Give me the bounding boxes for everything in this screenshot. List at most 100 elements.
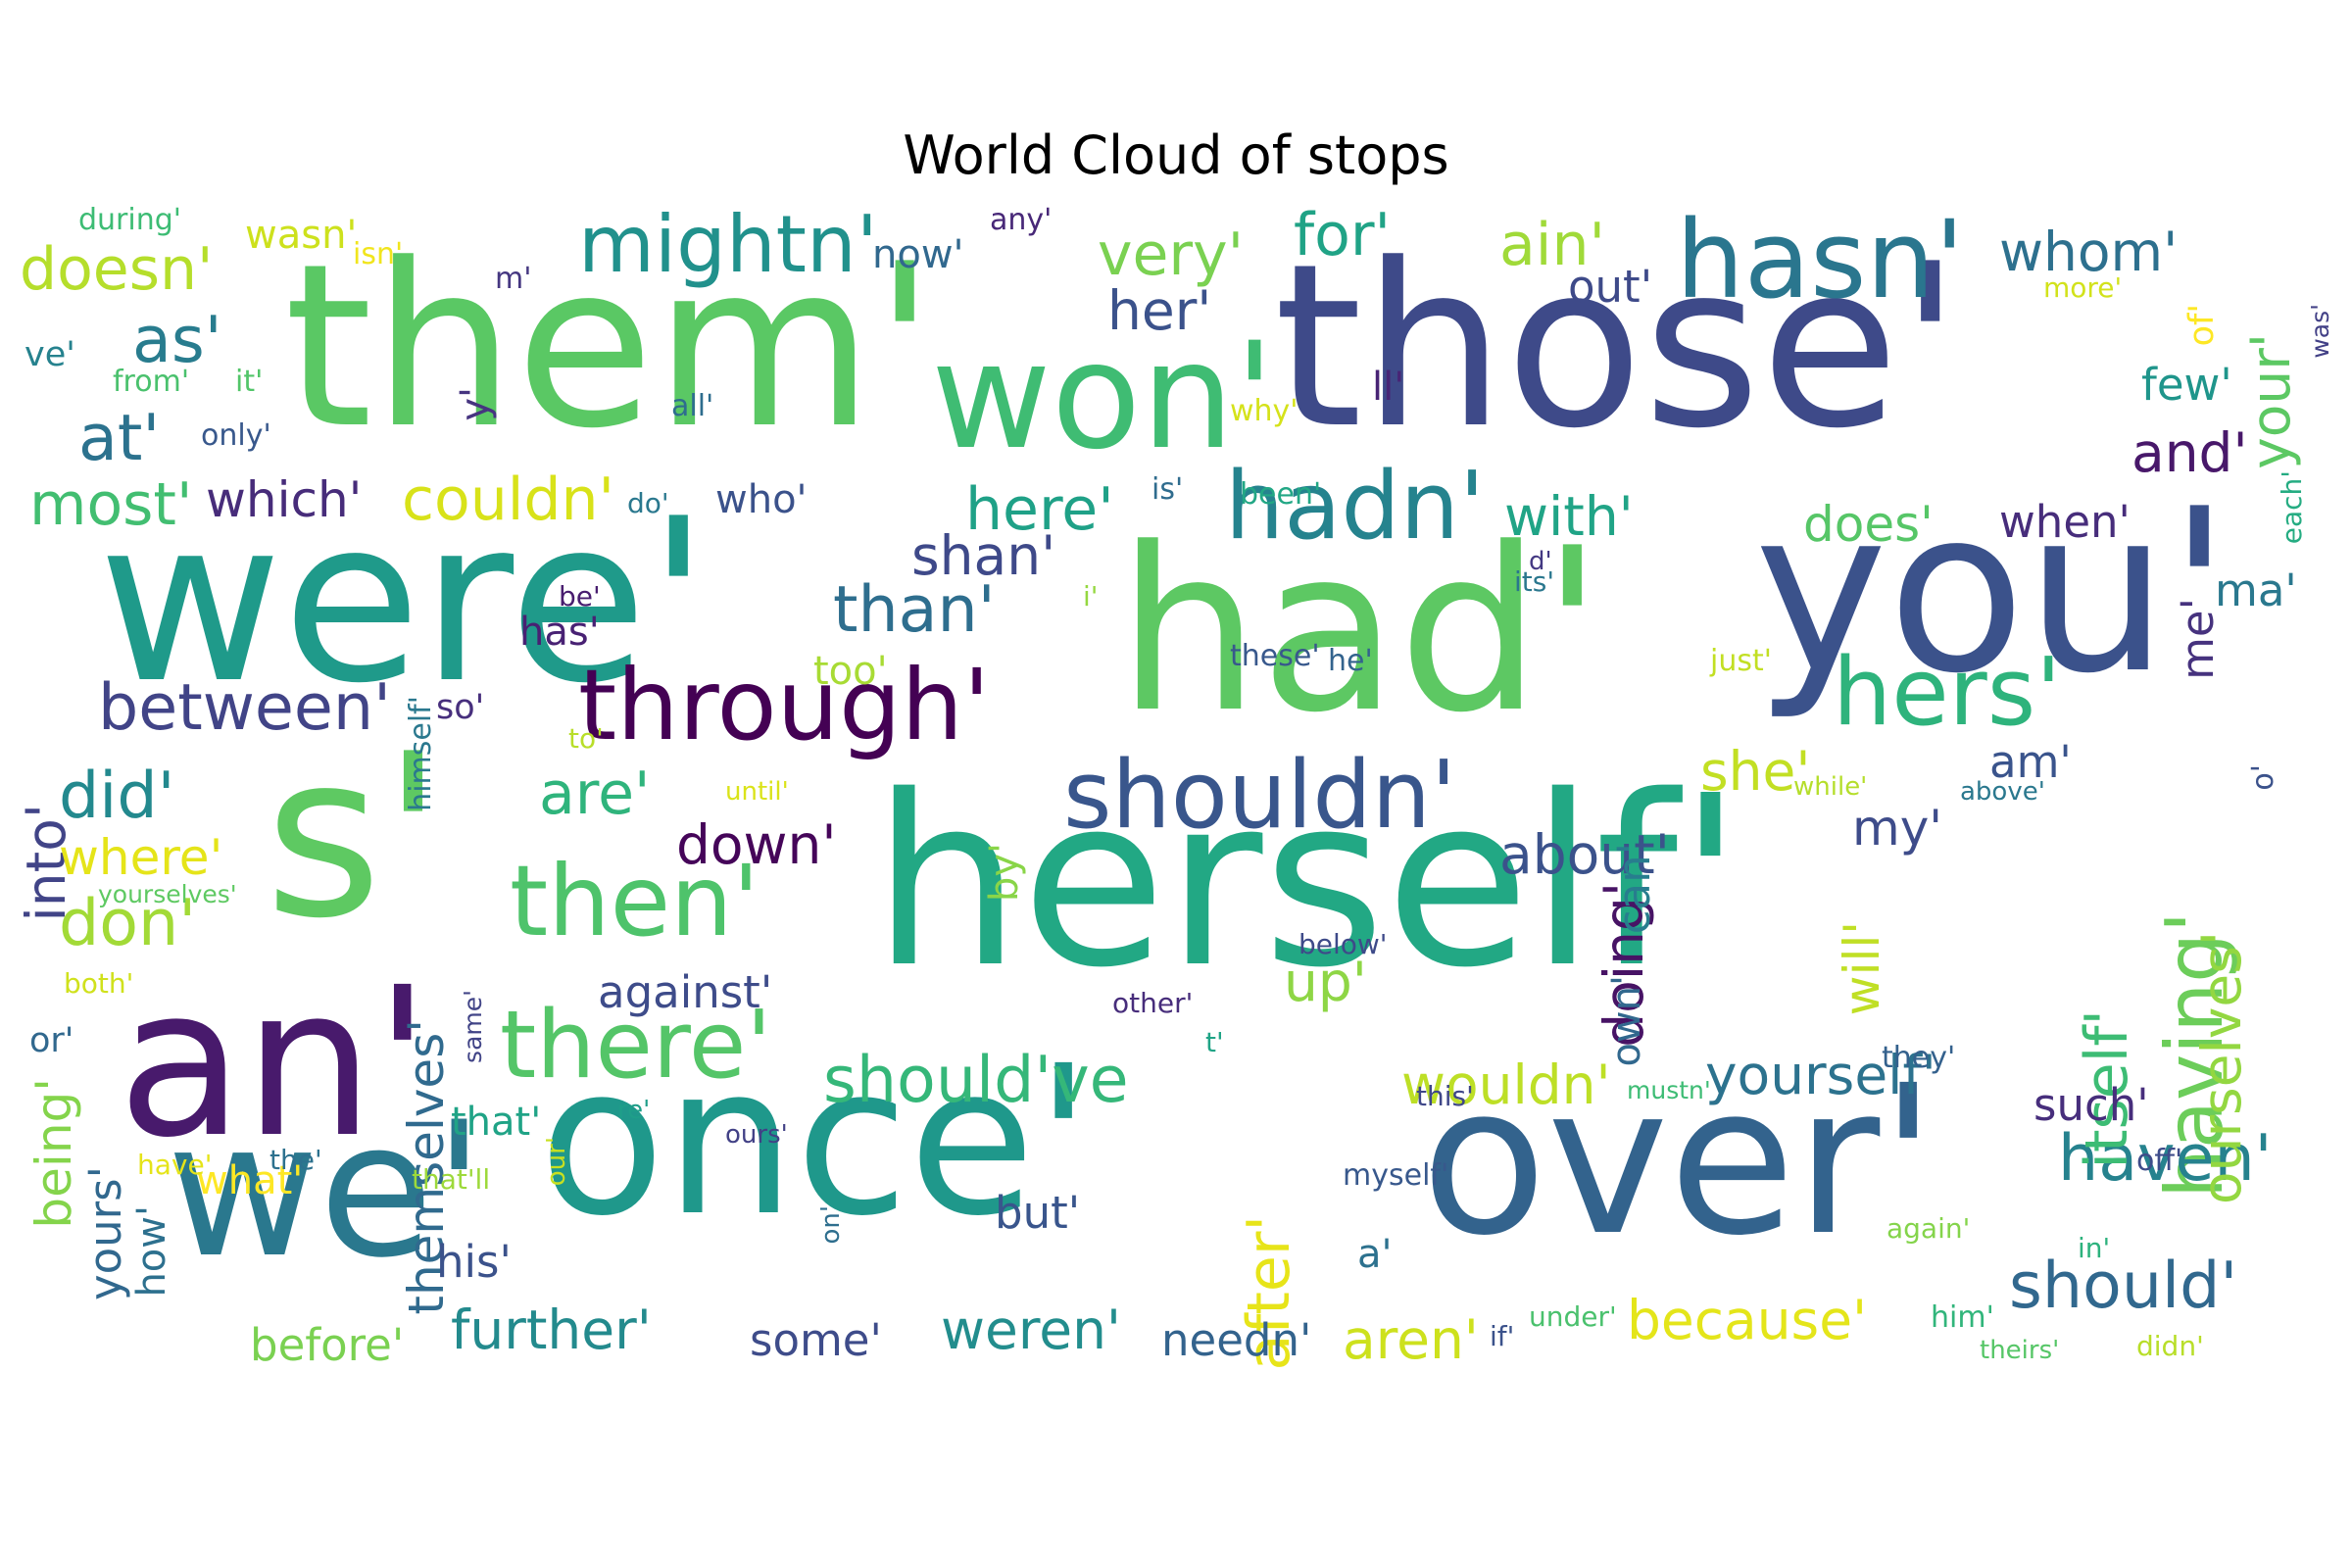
cloud-word: further' [451, 1298, 652, 1361]
cloud-word: very' [1098, 220, 1245, 289]
cloud-word: her' [1107, 279, 1212, 342]
cloud-word: yours' [79, 1166, 131, 1300]
cloud-word: ma' [2215, 564, 2297, 616]
cloud-word: been' [1240, 477, 1322, 512]
cloud-word: before' [250, 1319, 405, 1371]
cloud-word: against' [598, 966, 773, 1018]
cloud-word: so' [436, 688, 485, 727]
cloud-word: or' [29, 1021, 74, 1060]
cloud-word: for' [1294, 201, 1391, 270]
cloud-word: during' [78, 203, 182, 237]
cloud-word: that'll [412, 1163, 491, 1196]
cloud-word: of' [2182, 304, 2222, 347]
cloud-word: am' [1989, 736, 2072, 788]
cloud-word: once' [539, 1021, 1092, 1261]
cloud-word: hers' [1833, 639, 2062, 747]
cloud-word: didn' [2136, 1330, 2204, 1362]
cloud-word: ve' [24, 335, 75, 374]
cloud-word: yourselves' [98, 880, 237, 908]
cloud-word: what' [196, 1158, 304, 1203]
cloud-word: doesn' [20, 235, 214, 304]
cloud-word: him' [1931, 1300, 1994, 1335]
cloud-word: ourselves' [2190, 931, 2253, 1205]
cloud-word: ain' [1499, 211, 1605, 279]
cloud-word: until' [725, 777, 789, 807]
cloud-word: again' [1886, 1212, 1971, 1245]
cloud-word: under' [1529, 1300, 1617, 1333]
cloud-word: shan' [911, 524, 1056, 587]
cloud-word: then' [510, 844, 760, 958]
cloud-word: my' [1852, 800, 1943, 857]
cloud-word: herself' [872, 745, 1743, 1019]
cloud-word: more' [2043, 271, 2123, 304]
cloud-word: yourself' [1705, 1044, 1936, 1106]
cloud-word: own' [1604, 975, 1649, 1067]
cloud-word: will' [1834, 921, 1890, 1016]
cloud-word: and' [2132, 421, 2248, 484]
cloud-word: be' [559, 580, 601, 612]
cloud-word: theirs' [1980, 1336, 2060, 1365]
cloud-word: up' [1284, 951, 1367, 1013]
cloud-word: there' [500, 992, 772, 1100]
cloud-word: few' [2141, 359, 2232, 411]
cloud-word: off' [2136, 1144, 2183, 1178]
cloud-word: myself' [1343, 1158, 1449, 1193]
cloud-word: above' [1960, 777, 2045, 807]
cloud-word: o' [2246, 764, 2280, 791]
cloud-word: those' [1274, 217, 1962, 478]
cloud-word: ours' [725, 1120, 788, 1150]
cloud-word: by' [982, 843, 1027, 903]
cloud-word: from' [113, 365, 190, 399]
cloud-word: needn' [1161, 1314, 1312, 1366]
cloud-word: don' [59, 887, 197, 960]
cloud-word: if' [1490, 1320, 1515, 1352]
cloud-word: a' [1357, 1232, 1393, 1277]
cloud-word: such' [2034, 1079, 2149, 1131]
cloud-word: have' [137, 1149, 213, 1181]
cloud-word: through' [578, 648, 991, 762]
cloud-word: is' [1152, 472, 1184, 507]
cloud-word: between' [98, 671, 391, 745]
cloud-word: down' [676, 813, 837, 876]
cloud-word: why' [1230, 394, 1298, 428]
cloud-word: out' [1568, 261, 1653, 313]
cloud-word: won' [931, 312, 1275, 482]
cloud-word: s' [265, 707, 445, 968]
word-cloud: them' those' were' had' you' herself' s' an' onc… [0, 196, 2352, 1372]
cloud-word: each' [2276, 470, 2308, 545]
cloud-word: some' [750, 1314, 882, 1366]
cloud-word: all' [671, 389, 714, 423]
cloud-word: to' [568, 722, 604, 755]
cloud-word: isn' [353, 237, 404, 271]
cloud-word: both' [64, 967, 134, 1000]
cloud-word: has' [519, 610, 600, 655]
cloud-word: wouldn' [1401, 1054, 1611, 1116]
cloud-word: but' [995, 1187, 1081, 1239]
cloud-word: do' [627, 487, 669, 519]
cloud-word: only' [201, 418, 271, 453]
cloud-word: below' [1298, 928, 1388, 960]
cloud-word: just' [1710, 644, 1772, 678]
cloud-word: where' [59, 829, 223, 886]
cloud-word: any' [990, 203, 1053, 237]
cloud-word: how' [129, 1205, 174, 1298]
cloud-word: them' [284, 217, 936, 478]
cloud-word: because' [1627, 1289, 1868, 1351]
cloud-word: t' [1205, 1026, 1224, 1058]
cloud-word: wasn' [245, 213, 358, 258]
cloud-word: he' [1328, 644, 1373, 678]
cloud-word: she' [1700, 740, 1811, 803]
cloud-word: who' [715, 477, 808, 522]
cloud-word: an' [118, 943, 431, 1183]
cloud-word: it' [235, 365, 264, 399]
cloud-word: while' [1793, 772, 1868, 802]
cloud-word: couldn' [402, 466, 615, 534]
cloud-word: your' [2239, 333, 2302, 469]
cloud-word: about' [1499, 823, 1670, 886]
cloud-word: as' [132, 304, 222, 377]
cloud-word: here' [965, 475, 1114, 544]
cloud-word: now' [872, 232, 964, 277]
cloud-word: should' [2009, 1250, 2238, 1323]
cloud-word: re' [617, 1096, 651, 1125]
cloud-word: mustn' [1627, 1076, 1711, 1104]
